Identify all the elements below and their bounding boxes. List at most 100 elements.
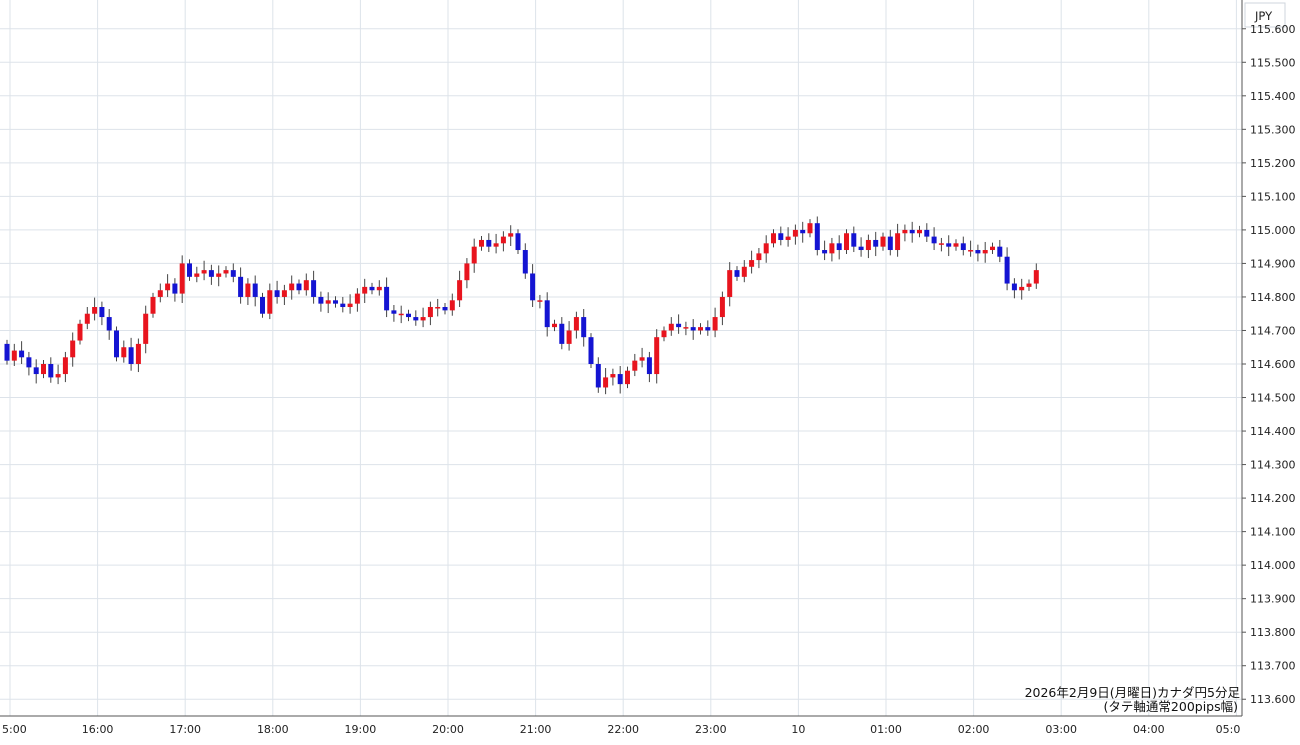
y-tick-label: 114.300 [1250,459,1296,472]
candle-body-up [347,303,353,308]
candle [457,270,463,308]
candle [887,229,893,256]
candle [544,292,550,337]
candle [968,240,974,257]
candle-body-down [4,343,10,361]
candle [625,366,630,389]
y-tick-label: 113.600 [1250,693,1296,706]
candle-body-down [296,283,302,291]
candle [836,235,842,260]
candle-body-up [668,323,674,331]
candle [274,280,280,304]
candle-body-up [508,233,514,237]
candle [865,234,871,259]
candle [1011,278,1017,299]
candle [92,297,98,321]
candle [303,273,309,296]
y-tick-label: 114.600 [1250,358,1296,371]
candle-body-up [362,286,368,294]
candle-body-up [829,243,835,254]
candle [639,347,645,368]
candle [201,260,207,281]
candle-body-down [333,300,338,304]
candle-body-down [515,233,521,251]
candle [1033,263,1039,289]
candle [617,366,623,394]
candle-body-up [603,377,609,388]
candle [493,233,499,254]
y-tick-label: 114.900 [1250,257,1296,270]
candle [895,223,901,257]
candles [4,216,1039,395]
candle-body-down [975,250,981,254]
candle-body-up [121,347,127,358]
candle-body-up [157,290,163,297]
candle [369,282,375,295]
candle [150,292,156,318]
candle-body-down [676,323,682,328]
candle [588,333,594,369]
candle [698,323,703,335]
candle-body-down [873,239,879,247]
candle-body-up [493,243,499,247]
candle [347,294,353,314]
candle [340,296,346,313]
candle [333,296,338,308]
candle [858,237,864,257]
candle-body-up [990,246,995,251]
candle [84,307,90,330]
candle [690,319,696,340]
y-tick-label: 113.900 [1250,593,1296,606]
candle [771,229,776,248]
x-tick-label: 23:00 [695,723,727,736]
candle [406,309,411,322]
candle-body-down [734,270,740,277]
candle [763,235,769,263]
candle [376,280,382,296]
candle-body-up [354,293,360,304]
candle [953,239,959,251]
candle [778,226,784,246]
candle-body-down [997,246,1003,257]
candle [194,266,200,283]
candle [70,332,76,367]
candle [756,248,762,269]
candle [610,368,616,386]
candle-body-up [194,273,200,277]
candle [208,264,214,285]
candle [435,298,441,317]
x-tick-label: 04:00 [1133,723,1165,736]
candle-body-up [785,236,791,240]
candle-body-up [844,233,849,251]
candle-body-up [303,280,309,291]
candle-body-up [1033,270,1039,284]
candle [500,231,506,252]
candle-body-down [1011,283,1017,291]
candle-body-down [836,243,842,251]
x-tick-label: 17:00 [169,723,201,736]
candle-body-up [756,253,762,261]
candle [325,292,331,314]
y-tick-label: 114.700 [1250,324,1296,337]
candle-body-up [223,270,229,274]
candle [902,224,908,242]
candle [11,343,17,367]
y-tick-label: 115.400 [1250,90,1296,103]
candle [800,221,806,243]
candle-body-up [179,263,185,294]
candle [676,314,682,334]
candle-body-down [128,347,134,364]
candle [99,301,105,326]
candle [391,304,397,322]
candle-body-down [822,250,828,254]
candle [238,267,244,304]
candle [4,339,10,365]
candle-body-down [99,307,105,318]
x-tick-label: 20:00 [432,723,464,736]
candle-body-down [778,233,784,240]
candle-body-up [573,317,579,331]
candle-body-down [238,276,244,297]
candle-body-down [208,270,214,277]
candle [749,250,755,274]
candle [924,223,930,242]
